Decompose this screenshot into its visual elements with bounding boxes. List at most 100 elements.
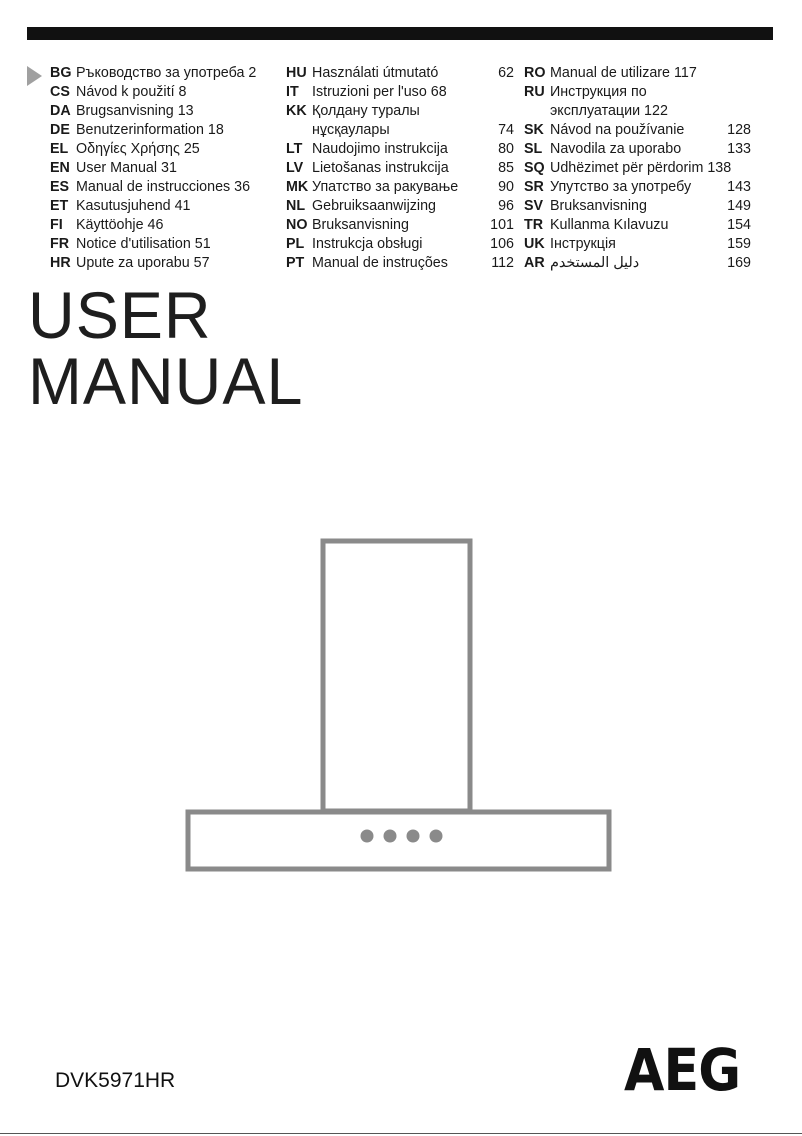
language-code: FI	[50, 217, 63, 233]
language-title: Bruksanvisning	[550, 198, 647, 214]
language-title: Benutzerinformation 18	[76, 122, 224, 138]
language-code: FR	[50, 236, 70, 252]
language-entry-fr: FR Notice d'utilisation 51	[50, 235, 280, 254]
language-code: DE	[50, 122, 70, 138]
page-number: 62	[498, 65, 514, 81]
page-number: 143	[727, 179, 751, 195]
language-code: SV	[524, 198, 544, 214]
language-code: ES	[50, 179, 70, 195]
language-entry-ru: эксплуатации 122	[524, 102, 751, 121]
page-number: 149	[727, 198, 751, 214]
language-entry-uk: UK Інструкція 159	[524, 235, 751, 254]
language-title: Gebruiksaanwijzing	[312, 198, 436, 214]
control-button-icon	[383, 829, 397, 843]
language-code: SR	[524, 179, 544, 195]
brand-logo: AEG	[624, 1036, 741, 1104]
language-title: Használati útmutató	[312, 65, 439, 81]
language-code: SK	[524, 122, 544, 138]
language-title: Manual de utilizare 117	[550, 65, 697, 81]
language-entry-ru: RU Инструкция по	[524, 83, 751, 102]
language-code: EL	[50, 141, 69, 157]
language-entry-da: DA Brugsanvisning 13	[50, 102, 280, 121]
language-code: LT	[286, 141, 303, 157]
language-entry-de: DE Benutzerinformation 18	[50, 121, 280, 140]
language-entry-cs: CS Návod k použití 8	[50, 83, 280, 102]
language-entry-tr: TR Kullanma Kılavuzu 154	[524, 216, 751, 235]
language-entry-sr: SR Упутство за употребу 143	[524, 178, 751, 197]
language-code: UK	[524, 236, 545, 252]
hood-canopy	[185, 809, 612, 872]
page-number: 159	[727, 236, 751, 252]
language-code: HR	[50, 255, 71, 271]
language-title: User Manual 31	[76, 160, 177, 176]
language-column-2: HU Használati útmutató 62 IT Istruzioni per …	[286, 64, 514, 273]
language-entry-et: ET Kasutusjuhend 41	[50, 197, 280, 216]
language-entry-nl: NL Gebruiksaanwijzing 96	[286, 197, 514, 216]
language-code: MK	[286, 179, 309, 195]
language-title: Instrukcja obsługi	[312, 236, 423, 252]
language-entry-mk: MK Упатство за ракување 90	[286, 178, 514, 197]
page-number: 85	[498, 160, 514, 176]
page-number: 169	[727, 255, 751, 271]
language-entry-hu: HU Használati útmutató 62	[286, 64, 514, 83]
language-title: нұсқаулары	[312, 122, 390, 138]
language-title: Kullanma Kılavuzu	[550, 217, 669, 233]
language-title: Navodila za uporabo	[550, 141, 682, 157]
language-entry-pl: PL Instrukcja obsługi 106	[286, 235, 514, 254]
hood-chimney	[320, 538, 473, 814]
language-code: BG	[50, 65, 72, 81]
language-entry-lv: LV Lietošanas instrukcija 85	[286, 159, 514, 178]
language-code: LV	[286, 160, 304, 176]
language-code: EN	[50, 160, 70, 176]
language-code: NL	[286, 198, 306, 214]
language-title: Οδηγίες Χρήσης 25	[76, 141, 200, 157]
language-code: PT	[286, 255, 305, 271]
language-title: Käyttöohje 46	[76, 217, 164, 233]
language-entry-bg: BG Ръководство за употреба 2	[50, 64, 280, 83]
language-title: эксплуатации 122	[550, 103, 668, 119]
language-code: AR	[524, 255, 545, 271]
language-title: Manual de instrucciones 36	[76, 179, 251, 195]
language-title: Notice d'utilisation 51	[76, 236, 211, 252]
language-entry-ro: RO Manual de utilizare 117	[524, 64, 751, 83]
language-title: دليل المستخدم	[550, 255, 640, 271]
page-number: 133	[727, 141, 751, 157]
language-title: Інструкція	[550, 236, 616, 252]
language-entry-sk: SK Návod na používanie 128	[524, 121, 751, 140]
language-entry-no: NO Bruksanvisning 101	[286, 216, 514, 235]
language-title: Упутство за употребу	[550, 179, 692, 195]
page-number: 101	[490, 217, 514, 233]
language-entry-sl: SL Navodila za uporabo 133	[524, 140, 751, 159]
language-code: NO	[286, 217, 308, 233]
language-title: Istruzioni per l'uso 68	[312, 84, 447, 100]
page-number: 74	[498, 122, 514, 138]
control-button-icon	[406, 829, 420, 843]
language-code: CS	[50, 84, 70, 100]
language-title: Manual de instruções	[312, 255, 448, 271]
language-entry-es: ES Manual de instrucciones 36	[50, 178, 280, 197]
language-code: PL	[286, 236, 305, 252]
page-number: 128	[727, 122, 751, 138]
top-bar	[27, 27, 773, 40]
page-number: 106	[490, 236, 514, 252]
language-entry-ar: AR دليل المستخدم 169	[524, 254, 751, 273]
language-column-3: RO Manual de utilizare 117 RU Инструкция по…	[524, 64, 751, 273]
language-code: DA	[50, 103, 71, 119]
language-code: SL	[524, 141, 543, 157]
language-title: Upute za uporabu 57	[76, 255, 210, 271]
language-title: Kasutusjuhend 41	[76, 198, 191, 214]
language-title: Ръководство за употреба 2	[76, 65, 257, 81]
language-title: Naudojimo instrukcija	[312, 141, 448, 157]
language-code: SQ	[524, 160, 545, 176]
language-title: Bruksanvisning	[312, 217, 409, 233]
control-button-icon	[360, 829, 374, 843]
language-title: Návod na používanie	[550, 122, 685, 138]
title-line-2: MANUAL	[28, 344, 304, 418]
language-title: Упатство за ракување	[312, 179, 459, 195]
language-code: IT	[286, 84, 299, 100]
language-entry-pt: PT Manual de instruções 112	[286, 254, 514, 273]
language-entry-kk: KK Қолдану туралы	[286, 102, 514, 121]
language-title: Lietošanas instrukcija	[312, 160, 449, 176]
language-code: RO	[524, 65, 546, 81]
page-number: 112	[491, 255, 514, 271]
